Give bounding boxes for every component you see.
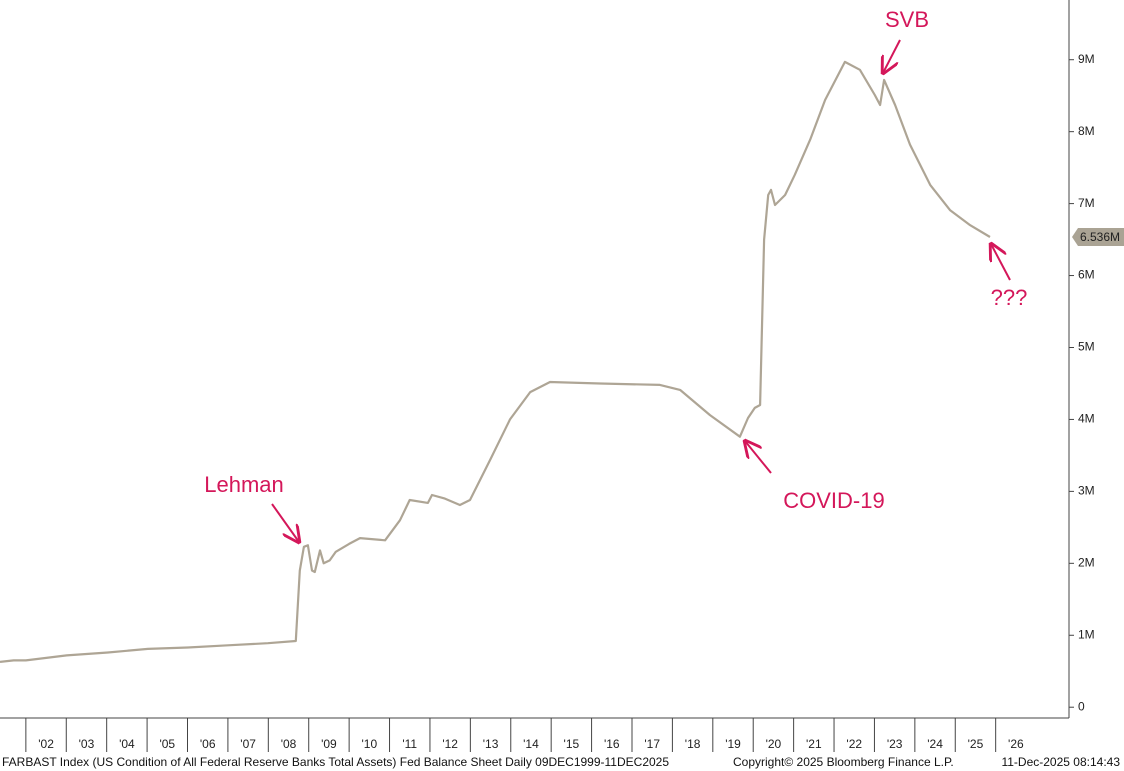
x-tick-label: '24	[927, 737, 943, 751]
x-tick-label: '08	[281, 737, 297, 751]
plot: 0 1M 2M 3M 4M 5M 6M 7M 8M 9M '02 '03 '04 '05 '06 '07 '08…	[0, 52, 1095, 752]
x-tick-label: '07	[240, 737, 256, 751]
x-tick-label: '02	[38, 737, 54, 751]
x-tick-label: '11	[402, 737, 417, 751]
y-tick-label: 5M	[1078, 340, 1095, 354]
line	[0, 60, 991, 663]
x-tick-label: '15	[564, 737, 580, 751]
x-tick-label: '10	[362, 737, 378, 751]
y-tick-label: 0	[1078, 699, 1085, 713]
x-tick-label: '22	[846, 737, 862, 751]
footer-timestamp: 11-Dec-2025 08:14:43	[1001, 755, 1120, 769]
x-tick-label: '20	[766, 737, 782, 751]
annotation-arrow	[745, 441, 772, 474]
y-tick-label: 7M	[1078, 196, 1095, 210]
x-tick-label: '25	[968, 737, 984, 751]
x-tick-label: '17	[644, 737, 660, 751]
last-value-box	[1072, 227, 1124, 246]
annotation-arrow	[883, 39, 901, 73]
x-tick-label: '23	[887, 737, 903, 751]
y-tick-label: 8M	[1078, 124, 1095, 138]
x-tick-label: '13	[483, 737, 499, 751]
footer-copyright: Copyright© 2025 Bloomberg Finance L.P.	[733, 755, 954, 769]
x-tick-label: '21	[806, 737, 822, 751]
annotation: ???	[991, 285, 1028, 310]
x-tick-label: '19	[725, 737, 741, 751]
x-tick-label: '26	[1008, 737, 1024, 751]
y-tick-label: 9M	[1078, 52, 1095, 66]
x-tick-label: '12	[442, 737, 458, 751]
annotation-arrow	[271, 503, 299, 542]
last-value-label: 6.536M	[1080, 230, 1120, 244]
y-tick-label: 2M	[1078, 555, 1095, 569]
x-tick-label: '05	[159, 737, 175, 751]
x-tick-label: '04	[119, 737, 135, 751]
annotation: COVID-19	[783, 488, 884, 513]
x-tick-label: '09	[321, 737, 337, 751]
annotation: Lehman	[204, 472, 284, 497]
y-tick-label: 6M	[1078, 268, 1095, 282]
y-tick-label: 1M	[1078, 627, 1095, 641]
footer-source: FARBAST Index (US Condition of All Feder…	[2, 755, 669, 769]
y-tick-label: 3M	[1078, 484, 1095, 498]
y-tick-label: 4M	[1078, 412, 1095, 426]
x-tick-label: '16	[604, 737, 620, 751]
annotation-arrow	[991, 244, 1011, 281]
annotation: SVB	[885, 7, 929, 32]
x-tick-label: '14	[523, 737, 539, 751]
x-tick-label: '06	[200, 737, 216, 751]
x-tick-label: '03	[79, 737, 95, 751]
x-tick-label: '18	[685, 737, 701, 751]
